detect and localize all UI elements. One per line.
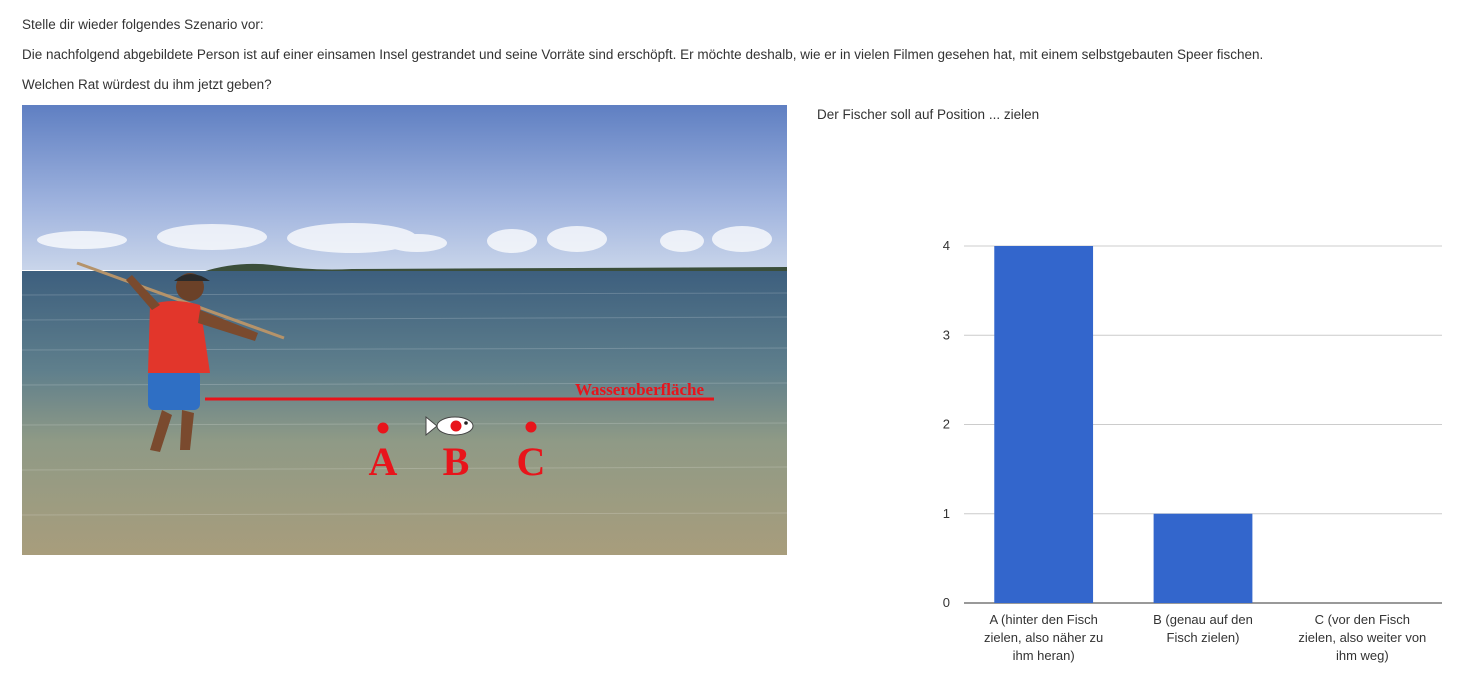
marker-c-label: C xyxy=(517,439,546,484)
intro-line-3: Welchen Rat würdest du ihm jetzt geben? xyxy=(22,77,272,92)
y-tick-label: 0 xyxy=(943,595,950,610)
scenario-photo-drawing: Wasseroberfläche A B C xyxy=(22,105,787,555)
y-tick-label: 1 xyxy=(943,506,950,521)
x-category-label: A (hinter den Fisch zielen, also näher zu… xyxy=(969,611,1119,665)
x-category-label-line: zielen, also näher zu xyxy=(984,630,1104,645)
intro-line-2: Die nachfolgend abgebildete Person ist a… xyxy=(22,47,1264,62)
marker-b-dot xyxy=(450,420,462,432)
x-category-label-line: Fisch zielen) xyxy=(1166,630,1240,645)
marker-c-dot xyxy=(525,421,537,433)
x-category-label: C (vor den Fisch zielen, also weiter von i… xyxy=(1287,611,1437,665)
x-category-label-line: ihm weg) xyxy=(1335,648,1389,663)
x-category-label-line: ihm heran) xyxy=(1012,648,1075,663)
y-tick-label: 3 xyxy=(943,327,950,342)
marker-a-dot xyxy=(377,422,389,434)
question-title: Der Fischer soll auf Position ... zielen xyxy=(817,107,1040,122)
x-category-label-line: zielen, also weiter von xyxy=(1298,630,1427,645)
marker-b-label: B xyxy=(443,439,470,484)
chart-canvas: 0 1 2 3 4 xyxy=(943,238,1442,610)
x-category-label-line: B (genau auf den xyxy=(1153,612,1253,627)
x-category-label: B (genau auf den Fisch zielen) xyxy=(1128,611,1278,647)
y-tick-label: 4 xyxy=(943,238,950,253)
y-tick-label: 2 xyxy=(943,417,950,432)
x-category-label-line: A (hinter den Fisch xyxy=(989,612,1098,627)
results-bar-chart: 0 1 2 3 4 A (hinter den Fisch zielen, also nä… xyxy=(900,210,1460,685)
marker-a-label: A xyxy=(369,439,398,484)
water-surface-label: Wasseroberfläche xyxy=(575,380,705,399)
bar-b xyxy=(1153,513,1253,603)
intro-line-1: Stelle dir wieder folgendes Szenario vor… xyxy=(22,17,264,32)
scenario-photo: Wasseroberfläche A B C xyxy=(22,105,787,555)
x-category-label-line: C (vor den Fisch xyxy=(1314,612,1411,627)
bar-a xyxy=(994,246,1094,603)
